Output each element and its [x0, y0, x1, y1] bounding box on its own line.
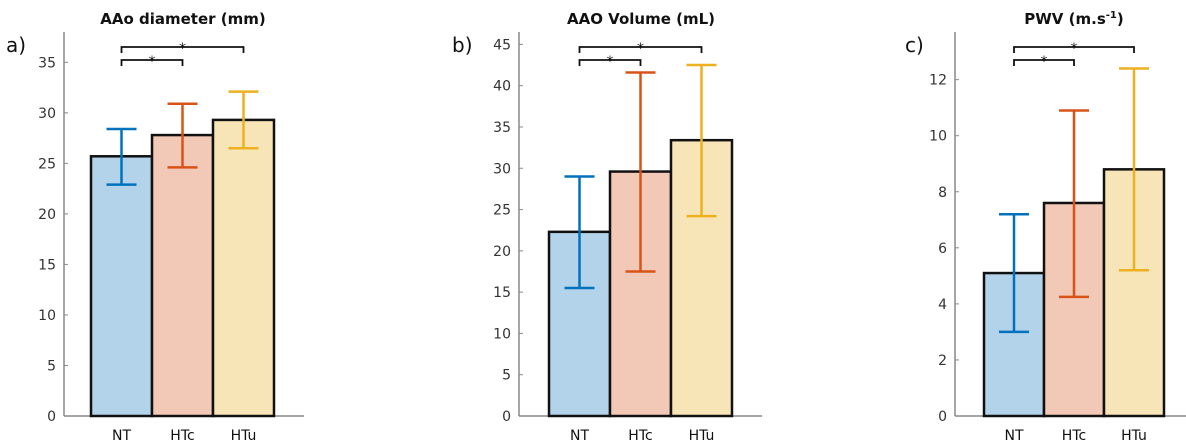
y-tick-label: 15: [493, 285, 511, 301]
y-tick-label: 12: [929, 73, 947, 89]
y-tick-label: 40: [493, 79, 511, 95]
y-tick-label: 35: [38, 55, 56, 71]
chart-title-aao-volume: AAO Volume (mL): [567, 10, 715, 28]
axes-aao-volume: 0 5 10 15 20 25 30 35 40 45 NT HTc HTu: [493, 32, 762, 441]
x-tick-label-htu: HTu: [1121, 428, 1147, 441]
panel-label-c: c): [905, 33, 924, 57]
x-tick-label-nt: NT: [112, 428, 131, 441]
chart-title-pwv: PWV (m.s-1): [1024, 10, 1123, 28]
chart-title-aao-diameter: AAo diameter (mm): [100, 10, 265, 28]
panel-aao-volume: b) AAO Volume (mL) 0 5 10 15 20 25 30 35 40 45 NT H…: [452, 10, 762, 441]
x-tick-label-htu: HTu: [231, 428, 257, 441]
panel-label-a: a): [6, 33, 26, 57]
significance-star: *: [1041, 54, 1048, 70]
axes-aao-diameter: 0 5 10 15 20 25 30 35 NT HTc HTu: [38, 32, 304, 441]
y-tick-label: 30: [493, 161, 511, 177]
error-bars-pwv: [999, 67, 1149, 334]
significance-bracket: [120, 59, 184, 66]
bar-htc: [150, 133, 215, 418]
x-tick-label-nt: NT: [570, 428, 589, 441]
panel-label-b: b): [452, 33, 473, 57]
y-tick-label: 0: [47, 409, 56, 425]
error-bars-aao-diameter: [106, 90, 259, 186]
y-tick-label: 0: [502, 409, 511, 425]
panel-aao-diameter: a) AAo diameter (mm) 0 5 10 15 20 25 30 35 NT HTc…: [6, 10, 304, 441]
y-tick-label: 25: [493, 203, 511, 219]
significance-bracket: [578, 59, 642, 66]
y-tick-label: 2: [938, 353, 947, 369]
y-tick-label: 15: [38, 257, 56, 273]
significance-pwv: **: [1013, 41, 1135, 70]
y-tick-label: 30: [38, 106, 56, 122]
y-tick-label: 25: [38, 156, 56, 172]
y-tick-label: 20: [493, 244, 511, 260]
y-tick-label: 10: [929, 129, 947, 145]
significance-bracket: [1013, 59, 1075, 66]
significance-bracket: [120, 46, 245, 53]
significance-star: *: [1071, 41, 1078, 57]
y-tick-label: 8: [938, 185, 947, 201]
y-tick-label: 45: [493, 37, 511, 53]
y-tick-label: 10: [38, 308, 56, 324]
chart-title-pwv-end: ): [1117, 10, 1124, 28]
bar-nt: [89, 155, 154, 418]
significance-star: *: [149, 54, 156, 70]
significance-bracket: [578, 46, 703, 53]
chart-title-pwv-superscript: -1: [1106, 10, 1117, 21]
significance-aao-diameter: **: [120, 41, 245, 70]
y-tick-label: 20: [38, 207, 56, 223]
y-tick-label: 5: [47, 358, 56, 374]
bars-aao-diameter: [89, 118, 276, 418]
x-tick-label-nt: NT: [1004, 428, 1023, 441]
significance-aao-volume: **: [578, 41, 703, 70]
x-tick-label-htc: HTc: [628, 428, 652, 441]
x-tick-label-htu: HTu: [689, 428, 715, 441]
y-tick-label: 10: [493, 326, 511, 342]
significance-bracket: [1013, 46, 1135, 53]
significance-star: *: [607, 54, 614, 70]
significance-star: *: [179, 41, 186, 57]
y-tick-label: 0: [938, 409, 947, 425]
x-tick-label-htc: HTc: [1062, 428, 1086, 441]
y-tick-label: 5: [502, 368, 511, 384]
y-tick-label: 35: [493, 120, 511, 136]
bar-htu: [211, 118, 276, 418]
significance-star: *: [637, 41, 644, 57]
y-tick-label: 4: [938, 297, 947, 313]
error-bars-aao-volume: [564, 63, 717, 290]
y-tick-label: 6: [938, 241, 947, 257]
x-tick-label-htc: HTc: [170, 428, 194, 441]
chart-title-pwv-main: PWV (m.s: [1024, 10, 1106, 28]
